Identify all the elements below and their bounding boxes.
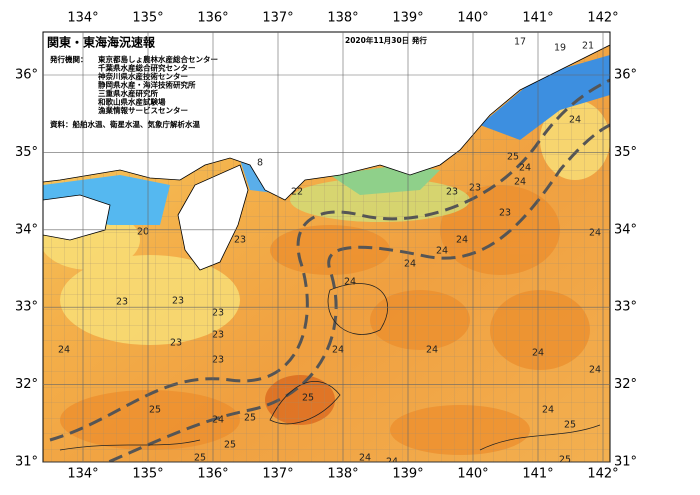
contour-label: 21 — [582, 41, 594, 52]
contour-label: 23 — [469, 183, 481, 194]
contour-label: 24 — [404, 259, 416, 270]
issuer: 東京都島しょ農林水産総合センター — [98, 54, 218, 64]
lon-tick-label: 136° — [197, 467, 228, 482]
lon-tick-label: 137° — [262, 467, 293, 482]
contour-label: 24 — [589, 228, 601, 239]
contour-label: 25 — [507, 152, 519, 163]
contour-label: 25 — [559, 455, 571, 466]
contour-label: 22 — [291, 187, 303, 198]
contour-label: 23 — [446, 187, 458, 198]
contour-label: 23 — [170, 338, 182, 349]
contour-label: 24 — [212, 415, 224, 426]
lat-tick-label: 31° — [614, 455, 637, 470]
contour-label: 24 — [456, 235, 468, 246]
contour-label: 24 — [589, 365, 601, 376]
contour-label: 24 — [332, 345, 344, 356]
contour-label: 8 — [257, 158, 263, 169]
lon-tick-label: 135° — [132, 11, 163, 26]
source: 資料：船舶水温、衛星水温、気象庁解析水温 — [50, 119, 200, 129]
lat-tick-label: 35° — [614, 145, 637, 160]
contour-label: 23 — [116, 297, 128, 308]
lat-tick-label: 34° — [614, 222, 637, 237]
lon-tick-label: 142° — [587, 467, 618, 482]
contour-label: 24 — [542, 405, 554, 416]
contour-label: 17 — [514, 37, 526, 48]
lon-tick-label: 141° — [522, 467, 553, 482]
lon-tick-label: 134° — [67, 467, 98, 482]
contour-label: 23 — [499, 208, 511, 219]
lon-tick-label: 140° — [457, 11, 488, 26]
info-box — [44, 33, 224, 135]
contour-label: 25 — [194, 453, 206, 464]
contour-label: 24 — [519, 163, 531, 174]
contour-label: 23 — [212, 308, 224, 319]
lat-tick-label: 32° — [15, 377, 38, 392]
contour-label: 23 — [212, 355, 224, 366]
contour-label: 23 — [212, 330, 224, 341]
contour-label: 23 — [234, 235, 246, 246]
contour-label: 24 — [514, 177, 526, 188]
issuer: 神奈川県水産技術センター — [98, 71, 188, 81]
lon-tick-label: 138° — [327, 11, 358, 26]
map-title: 関東・東海海況速報 — [47, 35, 156, 50]
issuer: 静岡県水産・海洋技術研究所 — [98, 80, 196, 90]
lat-tick-label: 33° — [614, 300, 637, 315]
lon-tick-label: 139° — [392, 467, 423, 482]
kuroshio-axis — [49, 78, 610, 462]
lat-tick-label: 32° — [614, 377, 637, 392]
contour-label: 25 — [149, 405, 161, 416]
lon-tick-label: 135° — [132, 467, 163, 482]
lon-tick-label: 138° — [327, 467, 358, 482]
lat-tick-label: 33° — [15, 300, 38, 315]
issue-date: 2020年11月30日 発行 — [345, 35, 427, 45]
contour-label: 25 — [244, 413, 256, 424]
contour-label: 24 — [569, 115, 581, 126]
lon-tick-label: 142° — [587, 11, 618, 26]
contour-label: 24 — [359, 453, 371, 464]
contour-label: 19 — [554, 43, 566, 54]
contour-label: 25 — [564, 420, 576, 431]
lon-tick-label: 141° — [522, 11, 553, 26]
issuer: 千葉県水産総合研究センター — [98, 63, 196, 73]
contour-lines — [59, 283, 601, 451]
contour-label: 20 — [137, 227, 149, 238]
lon-tick-label: 136° — [197, 11, 228, 26]
lat-tick-label: 34° — [15, 222, 38, 237]
contour-label: 24 — [58, 345, 70, 356]
contour-label: 25 — [302, 393, 314, 404]
lon-tick-label: 134° — [67, 11, 98, 26]
lat-tick-label: 35° — [15, 145, 38, 160]
issuer: 三重県水産研究所 — [98, 88, 158, 98]
lon-tick-label: 137° — [262, 11, 293, 26]
lat-tick-label: 31° — [15, 455, 38, 470]
contour-label: 24 — [436, 246, 448, 257]
contour-label: 24 — [426, 345, 438, 356]
lat-tick-label: 36° — [614, 68, 637, 83]
contour-label: 24 — [386, 457, 398, 468]
issuer: 漁業情報サービスセンター — [98, 105, 188, 115]
contour-label: 25 — [224, 440, 236, 451]
lat-tick-label: 36° — [15, 68, 38, 83]
issuer: 和歌山県水産試験場 — [98, 97, 166, 107]
lon-tick-label: 139° — [392, 11, 423, 26]
issuers-label: 発行機関： — [49, 54, 88, 64]
contour-label: 24 — [344, 277, 356, 288]
lon-tick-label: 140° — [457, 467, 488, 482]
contour-label: 23 — [172, 296, 184, 307]
